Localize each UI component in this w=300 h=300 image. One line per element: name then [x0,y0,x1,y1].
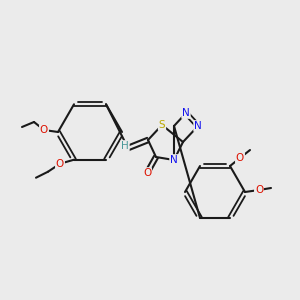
Text: N: N [194,121,202,131]
Text: S: S [159,120,165,130]
Text: O: O [40,125,48,135]
Text: H: H [121,141,129,151]
Text: N: N [182,108,190,118]
Text: O: O [56,159,64,169]
Text: O: O [236,153,244,163]
Text: O: O [255,185,263,195]
Text: O: O [143,168,151,178]
Text: N: N [170,155,178,165]
